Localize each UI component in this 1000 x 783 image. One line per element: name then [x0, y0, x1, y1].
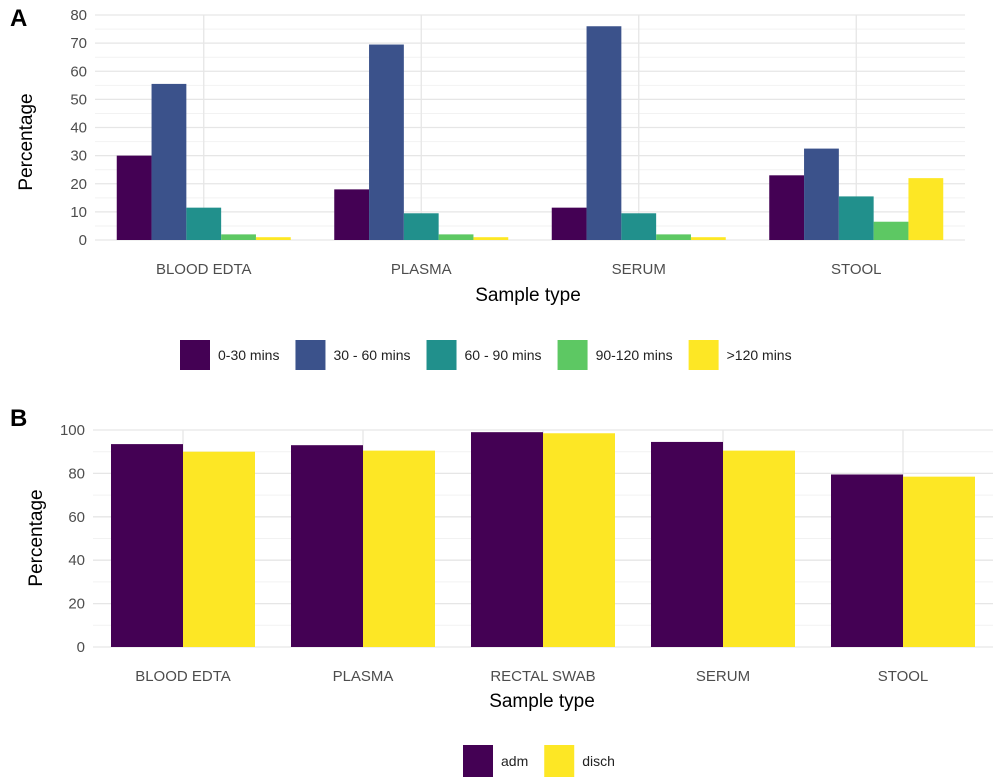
a-y-tick-label: 50 — [70, 91, 87, 108]
panel-b-y-ticks: 0 20 40 60 80 100 — [60, 422, 85, 656]
a-legend-key-0-30-mins — [180, 340, 210, 370]
a-bar-60-90-mins-plasma — [403, 213, 439, 240]
panel-b: B 0 20 40 60 80 100 BLOOD EDTA PLASMA RECTAL SW… — [10, 405, 993, 777]
a-y-tick-label: 70 — [70, 35, 87, 52]
panel-b-bars — [111, 432, 975, 647]
b-y-tick-label: 20 — [68, 596, 85, 613]
b-x-tick-label-serum: SERUM — [696, 668, 750, 685]
a-bar-120-mins-plasma — [473, 237, 509, 240]
a-bar-120-mins-blood-edta — [255, 237, 291, 240]
b-legend-label-disch: disch — [582, 753, 615, 769]
a-bar-60-90-mins-stool — [838, 196, 874, 240]
b-bar-adm-stool — [831, 474, 903, 647]
a-legend-label-120-mins: >120 mins — [727, 347, 792, 363]
a-legend-key-120-mins — [688, 340, 719, 370]
a-bar-60-90-mins-blood-edta — [186, 207, 222, 240]
b-bar-adm-blood-edta — [111, 444, 183, 647]
panel-b-y-axis-title: Percentage — [26, 489, 47, 586]
panel-a-legend: 0-30 mins 30 - 60 mins 60 - 90 mins 90-120 … — [180, 340, 792, 370]
panel-a-x-ticks: BLOOD EDTA PLASMA SERUM STOOL — [156, 261, 882, 278]
b-bar-disch-serum — [723, 450, 795, 647]
a-bar-90-120-mins-serum — [656, 234, 691, 240]
a-x-tick-label-serum: SERUM — [612, 261, 666, 278]
b-y-tick-label: 100 — [60, 422, 85, 439]
panel-a-x-axis-title: Sample type — [475, 285, 581, 306]
panel-a-letter: A — [10, 5, 27, 32]
panel-a: A 0 10 20 30 40 50 60 70 80 BLOOD EDTA PLASMA SERU… — [10, 5, 965, 370]
a-y-tick-label: 20 — [70, 176, 87, 193]
b-bar-disch-blood-edta — [183, 451, 255, 647]
a-y-tick-label: 40 — [70, 120, 87, 137]
a-y-tick-label: 60 — [70, 63, 87, 80]
a-bar-30-60-mins-serum — [586, 26, 622, 240]
a-legend-key-60-90-mins — [426, 340, 457, 370]
b-x-tick-label-rectal-swab: RECTAL SWAB — [490, 668, 595, 685]
b-y-tick-label: 60 — [68, 509, 85, 526]
b-bar-adm-plasma — [291, 445, 363, 647]
a-x-tick-label-stool: STOOL — [831, 261, 882, 278]
a-bar-0-30-mins-serum — [551, 207, 587, 240]
b-y-tick-label: 0 — [77, 639, 85, 656]
a-bar-120-mins-stool — [908, 178, 944, 240]
b-bar-disch-stool — [903, 476, 975, 647]
a-legend-label-0-30-mins: 0-30 mins — [218, 347, 279, 363]
a-legend-label-60-90-mins: 60 - 90 mins — [465, 347, 542, 363]
a-legend-label-90-120-mins: 90-120 mins — [596, 347, 673, 363]
a-bar-90-120-mins-stool — [873, 221, 909, 240]
b-x-tick-label-stool: STOOL — [878, 668, 929, 685]
b-y-tick-label: 80 — [68, 465, 85, 482]
a-y-tick-label: 30 — [70, 148, 87, 165]
a-bar-0-30-mins-plasma — [334, 189, 370, 240]
a-bar-90-120-mins-blood-edta — [221, 234, 256, 240]
a-bar-120-mins-serum — [690, 237, 726, 240]
b-bar-disch-rectal-swab — [543, 433, 615, 647]
panel-a-bars — [116, 26, 944, 240]
panel-a-gridlines — [95, 14, 965, 241]
panel-a-y-axis-title: Percentage — [16, 93, 37, 190]
panel-a-y-ticks: 0 10 20 30 40 50 60 70 80 — [70, 7, 87, 249]
a-bar-30-60-mins-stool — [804, 148, 839, 240]
a-legend-key-90-120-mins — [557, 340, 588, 370]
b-legend-label-adm: adm — [501, 753, 528, 769]
a-x-tick-label-blood-edta: BLOOD EDTA — [156, 261, 252, 278]
a-y-tick-label: 0 — [79, 232, 87, 249]
a-bar-90-120-mins-plasma — [438, 234, 474, 240]
a-bar-30-60-mins-plasma — [369, 44, 404, 240]
panel-b-legend: adm disch — [463, 745, 615, 777]
a-legend-label-30-60-mins: 30 - 60 mins — [333, 347, 410, 363]
panel-b-letter: B — [10, 405, 27, 432]
b-bar-adm-rectal-swab — [471, 432, 543, 647]
b-bar-disch-plasma — [363, 450, 435, 647]
panel-b-x-ticks: BLOOD EDTA PLASMA RECTAL SWAB SERUM STOOL — [135, 668, 928, 685]
b-y-tick-label: 40 — [68, 552, 85, 569]
a-y-tick-label: 10 — [70, 204, 87, 221]
b-legend-key-adm — [463, 745, 493, 777]
b-x-tick-label-blood-edta: BLOOD EDTA — [135, 668, 231, 685]
a-legend-key-30-60-mins — [295, 340, 326, 370]
a-bar-0-30-mins-blood-edta — [116, 155, 152, 240]
b-x-tick-label-plasma: PLASMA — [333, 668, 394, 685]
a-bar-30-60-mins-blood-edta — [151, 83, 187, 240]
a-x-tick-label-plasma: PLASMA — [391, 261, 452, 278]
b-legend-key-disch — [544, 745, 575, 777]
a-y-tick-label: 80 — [70, 7, 87, 24]
b-bar-adm-serum — [651, 441, 723, 647]
panel-b-x-axis-title: Sample type — [489, 691, 595, 712]
a-bar-60-90-mins-serum — [621, 213, 657, 240]
a-bar-0-30-mins-stool — [769, 175, 805, 240]
